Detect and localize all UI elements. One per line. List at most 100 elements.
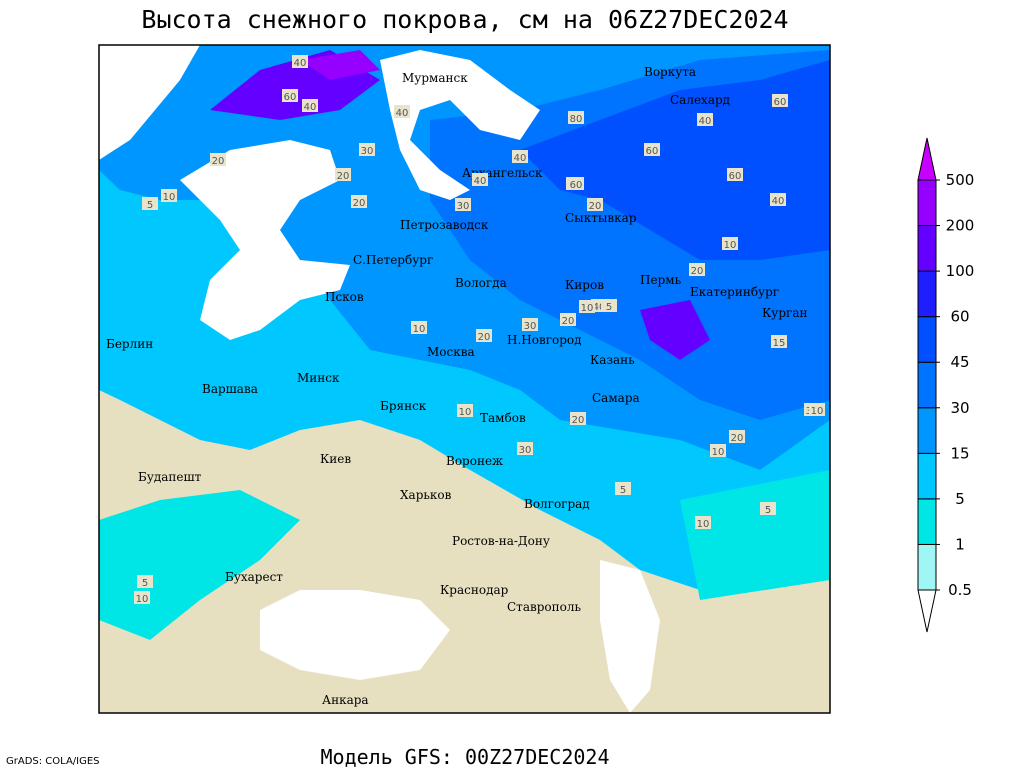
- city: Харьков: [400, 488, 452, 502]
- norwegian-sea: [99, 45, 200, 160]
- contour-label: 5: [142, 578, 148, 589]
- contour-label-bg: [472, 173, 488, 186]
- title: Высота снежного покрова, см на 06Z27DEC2…: [141, 5, 788, 34]
- contour-label: 60: [284, 92, 297, 103]
- contour-label: 15: [773, 338, 786, 349]
- contour-label: 10: [697, 519, 710, 530]
- baltic-sea: [180, 140, 350, 340]
- contour-label-bg: [292, 55, 308, 68]
- map: Мурманск Воркута Салехард Архангельск Пе…: [98, 44, 831, 714]
- contour-label: 60: [729, 171, 742, 182]
- colorbar-cap: [917, 589, 937, 633]
- contour-label: 20: [572, 415, 585, 426]
- contour-label: 20: [731, 433, 744, 444]
- contour-label-bg: [809, 403, 825, 416]
- contour-label: 10: [413, 324, 426, 335]
- contour-label-bg: [210, 153, 226, 166]
- contour-label: 30: [361, 146, 374, 157]
- contour-label: 10: [811, 406, 824, 417]
- contour-label-bg: [587, 198, 603, 211]
- city: Минск: [297, 371, 340, 385]
- contour-label: 20: [478, 332, 491, 343]
- city: Берлин: [106, 337, 153, 351]
- contour-label-bg: [512, 150, 528, 163]
- colorbar-segment: [917, 452, 937, 500]
- contour-label-bg: [517, 442, 533, 455]
- footer: Модель GFS: 00Z27DEC2024: [321, 745, 610, 768]
- colorbar-segment: [917, 316, 937, 363]
- snow-area: [520, 60, 830, 260]
- contour-label: 5: [765, 505, 771, 516]
- contour-label: 5: [147, 200, 153, 211]
- contour-label: 20: [691, 266, 704, 277]
- contour-label-bg: [695, 516, 711, 529]
- city: Киев: [320, 452, 351, 466]
- city: Воркута: [644, 65, 696, 79]
- contour-label: 60: [646, 146, 659, 157]
- contour-label: 30: [519, 445, 532, 456]
- colorbar-label: 5: [955, 490, 965, 508]
- city: Тамбов: [480, 411, 526, 425]
- contour-label: 40: [304, 102, 317, 113]
- colorbar-label: 100: [946, 262, 975, 280]
- colorbar-segment: [917, 407, 937, 454]
- city: Казань: [590, 353, 635, 367]
- contour-label-bg: [689, 263, 705, 276]
- contour-label: 20: [337, 171, 350, 182]
- colorbar-label: 15: [950, 444, 969, 462]
- city: Киров: [565, 278, 604, 292]
- contour-label-bg: [722, 237, 738, 250]
- city: Сыктывкар: [565, 211, 637, 225]
- colorbar-segment: [917, 361, 937, 409]
- contour-label-bg: [282, 89, 298, 102]
- city: С.Петербург: [353, 253, 433, 267]
- city: Брянск: [380, 399, 427, 413]
- snow-area: [680, 470, 830, 600]
- contour-label: 20: [212, 156, 225, 167]
- white-sea: [380, 50, 540, 200]
- city: Псков: [325, 290, 364, 304]
- contour-label: 40: [396, 108, 409, 119]
- colorbar-cap: [917, 137, 937, 181]
- contour-label-bg: [560, 313, 576, 326]
- contour-label-bg: [522, 318, 538, 331]
- contour-label-bg: [772, 94, 788, 107]
- contour-label-bg: [601, 299, 617, 312]
- contour-label-bg: [770, 193, 786, 206]
- colorbar-label: 30: [950, 399, 969, 417]
- city: Пермь: [640, 273, 682, 287]
- city: Варшава: [202, 382, 258, 396]
- caspian-sea: [600, 560, 660, 713]
- contour-label: 40: [772, 196, 785, 207]
- contour-label-bg: [697, 113, 713, 126]
- colorbar-label: 45: [950, 353, 969, 371]
- contour-label-bg: [161, 189, 177, 202]
- contour-label: 40: [294, 58, 307, 69]
- contour-label-bg: [727, 168, 743, 181]
- colorbar-label: 60: [950, 308, 969, 326]
- city: Анкара: [322, 693, 369, 707]
- contour-label: 40: [593, 302, 606, 313]
- city: Ростов-на-Дону: [452, 534, 550, 548]
- city: Петрозаводск: [400, 218, 489, 232]
- colorbar-label: 200: [946, 217, 975, 235]
- contour-label-bg: [137, 575, 153, 588]
- credit: GrADS: COLA/IGES: [6, 756, 100, 767]
- contour-label: 80: [570, 114, 583, 125]
- contour-label-bg: [568, 111, 584, 124]
- city: Краснодар: [440, 583, 509, 597]
- contour-label: 40: [699, 116, 712, 127]
- colorbar-segment: [917, 225, 937, 272]
- contour-label-bg: [411, 321, 427, 334]
- contour-label-bg: [771, 335, 787, 348]
- map-frame: [98, 44, 831, 714]
- contour-label: 10: [163, 192, 176, 203]
- contour-label-bg: [457, 404, 473, 417]
- colorbar-segment: [917, 179, 937, 227]
- colorbar-label: 1: [955, 535, 965, 553]
- city: Москва: [427, 345, 475, 359]
- contour-label: 30: [457, 201, 470, 212]
- colorbar-segment: [917, 270, 937, 318]
- contour-label: 60: [774, 97, 787, 108]
